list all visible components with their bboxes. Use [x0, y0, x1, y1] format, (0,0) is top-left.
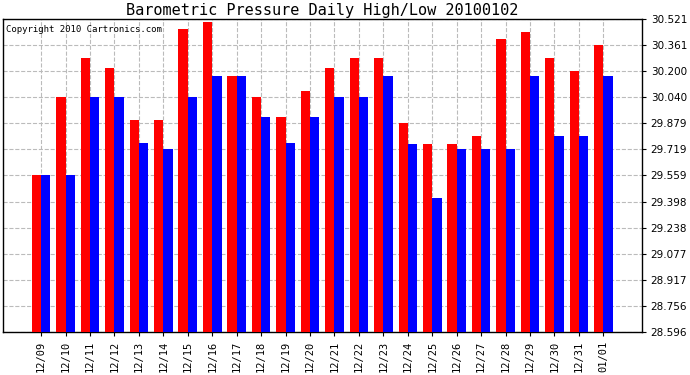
Bar — [384, 76, 393, 332]
Bar — [496, 39, 506, 332]
Bar — [521, 32, 530, 332]
Bar — [261, 117, 270, 332]
Bar — [301, 91, 310, 332]
Bar — [472, 136, 481, 332]
Bar — [154, 120, 164, 332]
Title: Barometric Pressure Daily High/Low 20100102: Barometric Pressure Daily High/Low 20100… — [126, 3, 518, 18]
Bar — [179, 29, 188, 332]
Bar — [545, 58, 555, 332]
Bar — [570, 71, 579, 332]
Bar — [399, 123, 408, 332]
Bar — [32, 175, 41, 332]
Bar — [237, 76, 246, 332]
Bar — [408, 144, 417, 332]
Bar — [594, 45, 603, 332]
Bar — [115, 97, 124, 332]
Text: Copyright 2010 Cartronics.com: Copyright 2010 Cartronics.com — [6, 25, 162, 34]
Bar — [164, 149, 172, 332]
Bar — [530, 76, 540, 332]
Bar — [432, 198, 442, 332]
Bar — [374, 58, 384, 332]
Bar — [203, 22, 213, 332]
Bar — [276, 117, 286, 332]
Bar — [481, 149, 491, 332]
Bar — [57, 97, 66, 332]
Bar — [335, 97, 344, 332]
Bar — [579, 136, 588, 332]
Bar — [286, 142, 295, 332]
Bar — [359, 97, 368, 332]
Bar — [310, 117, 319, 332]
Bar — [228, 76, 237, 332]
Bar — [41, 175, 50, 332]
Bar — [130, 120, 139, 332]
Bar — [506, 149, 515, 332]
Bar — [555, 136, 564, 332]
Bar — [81, 58, 90, 332]
Bar — [423, 144, 432, 332]
Bar — [213, 76, 221, 332]
Bar — [105, 68, 115, 332]
Bar — [90, 97, 99, 332]
Bar — [350, 58, 359, 332]
Bar — [188, 97, 197, 332]
Bar — [139, 142, 148, 332]
Bar — [447, 144, 457, 332]
Bar — [325, 68, 335, 332]
Bar — [603, 76, 613, 332]
Bar — [66, 175, 75, 332]
Bar — [457, 149, 466, 332]
Bar — [252, 97, 261, 332]
